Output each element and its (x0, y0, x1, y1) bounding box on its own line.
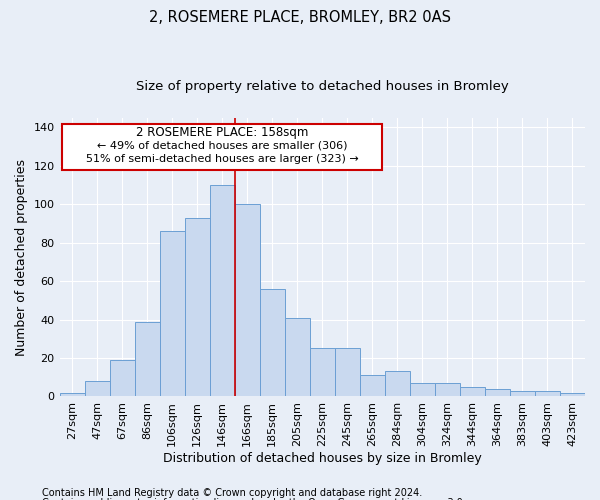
Bar (59, 392, 85, 396)
Bar (134, 322, 160, 396)
Bar (560, 392, 585, 396)
Y-axis label: Number of detached properties: Number of detached properties (15, 158, 28, 356)
X-axis label: Distribution of detached houses by size in Bromley: Distribution of detached houses by size … (163, 452, 482, 465)
Bar (535, 390, 560, 396)
Bar (209, 185, 235, 396)
Text: Contains public sector information licensed under the Open Government Licence v3: Contains public sector information licen… (42, 498, 466, 500)
Bar (335, 348, 360, 397)
Bar (435, 383, 460, 396)
Bar (110, 360, 134, 397)
Title: Size of property relative to detached houses in Bromley: Size of property relative to detached ho… (136, 80, 509, 93)
Bar (360, 376, 385, 396)
Bar (310, 348, 335, 397)
Bar (185, 218, 209, 396)
Bar (235, 204, 260, 396)
Text: Contains HM Land Registry data © Crown copyright and database right 2024.: Contains HM Land Registry data © Crown c… (42, 488, 422, 498)
Bar (285, 318, 310, 396)
Bar (260, 289, 285, 397)
Text: 2, ROSEMERE PLACE, BROMLEY, BR2 0AS: 2, ROSEMERE PLACE, BROMLEY, BR2 0AS (149, 10, 451, 25)
Bar (410, 383, 435, 396)
Text: 2 ROSEMERE PLACE: 158sqm: 2 ROSEMERE PLACE: 158sqm (136, 126, 308, 140)
Bar (485, 389, 510, 396)
Bar (460, 387, 485, 396)
Text: 51% of semi-detached houses are larger (323) →: 51% of semi-detached houses are larger (… (86, 154, 359, 164)
Bar (510, 390, 535, 396)
Text: ← 49% of detached houses are smaller (306): ← 49% of detached houses are smaller (30… (97, 141, 347, 151)
Bar (385, 372, 410, 396)
FancyBboxPatch shape (62, 124, 382, 170)
Bar (85, 381, 110, 396)
Bar (160, 231, 185, 396)
